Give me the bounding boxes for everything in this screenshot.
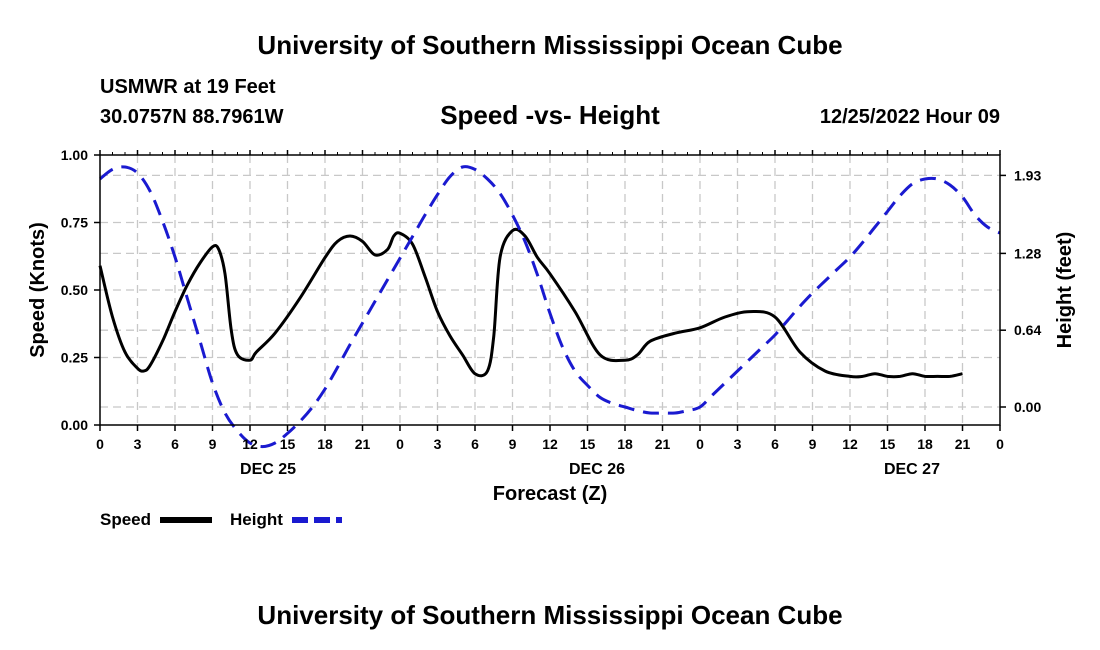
x-tick-label: 3 <box>434 436 442 452</box>
x-tick-label: 12 <box>242 436 258 452</box>
x-tick-label: 12 <box>542 436 558 452</box>
x-tick-label: 0 <box>396 436 404 452</box>
x-tick-label: 18 <box>317 436 333 452</box>
forecast-datetime: 12/25/2022 Hour 09 <box>819 106 1000 128</box>
page-title: University of Southern Mississippi Ocean… <box>257 30 843 60</box>
y2-tick-label: 1.93 <box>1014 167 1041 183</box>
y-axis-title: Speed (Knots) <box>27 222 49 358</box>
height-series-line <box>99 165 1001 449</box>
y-tick-label: 0.50 <box>61 282 88 298</box>
station-coordinates: 30.0757N 88.7961W <box>100 106 284 128</box>
x-tick-label: 0 <box>996 436 1004 452</box>
x-tick-label: 15 <box>580 436 596 452</box>
chart-series <box>98 165 1001 449</box>
y2-tick-label: 1.28 <box>1014 245 1041 261</box>
x-tick-label: 21 <box>955 436 971 452</box>
y2-axis-title: Height (feet) <box>1054 232 1076 349</box>
x-tick-label: 0 <box>696 436 704 452</box>
x-tick-label: 15 <box>880 436 896 452</box>
x-tick-label: 18 <box>917 436 933 452</box>
y-tick-label: 0.75 <box>61 215 88 231</box>
speed-series-line <box>98 227 963 379</box>
y-tick-label: 1.00 <box>61 147 88 163</box>
x-tick-label: 9 <box>509 436 517 452</box>
x-tick-label: 15 <box>280 436 296 452</box>
x-tick-label: 18 <box>617 436 633 452</box>
x-tick-label: 21 <box>355 436 371 452</box>
x-tick-label: 9 <box>809 436 817 452</box>
legend-label-height: Height <box>230 510 283 529</box>
x-tick-label: 3 <box>134 436 142 452</box>
x-tick-label: 0 <box>96 436 104 452</box>
x-axis-title: Forecast (Z) <box>493 483 607 505</box>
date-label: DEC 25 <box>240 461 296 478</box>
chart-grid <box>100 155 1000 425</box>
footer-title: University of Southern Mississippi Ocean… <box>257 600 843 630</box>
x-tick-label: 6 <box>771 436 779 452</box>
legend-label-speed: Speed <box>100 510 151 529</box>
x-tick-label: 6 <box>171 436 179 452</box>
chart-axes: 0 3 6 9 12 15 18 21 0 3 6 9 12 15 18 21 0 3 6 9 12 15 18 21 0 0.0… <box>61 147 1042 478</box>
date-label: DEC 26 <box>569 461 625 478</box>
station-label: USMWR at 19 Feet <box>100 76 276 98</box>
x-tick-label: 3 <box>734 436 742 452</box>
x-tick-label: 12 <box>842 436 858 452</box>
plot-title: Speed -vs- Height <box>440 100 660 130</box>
x-tick-label: 21 <box>655 436 671 452</box>
y-tick-label: 0.25 <box>61 350 88 366</box>
y-tick-label: 0.00 <box>61 417 88 433</box>
y2-tick-label: 0.64 <box>1014 322 1041 338</box>
chart-legend: Speed Height <box>100 510 342 529</box>
x-tick-label: 6 <box>471 436 479 452</box>
date-label: DEC 27 <box>884 461 940 478</box>
x-tick-label: 9 <box>209 436 217 452</box>
y2-tick-label: 0.00 <box>1014 399 1041 415</box>
